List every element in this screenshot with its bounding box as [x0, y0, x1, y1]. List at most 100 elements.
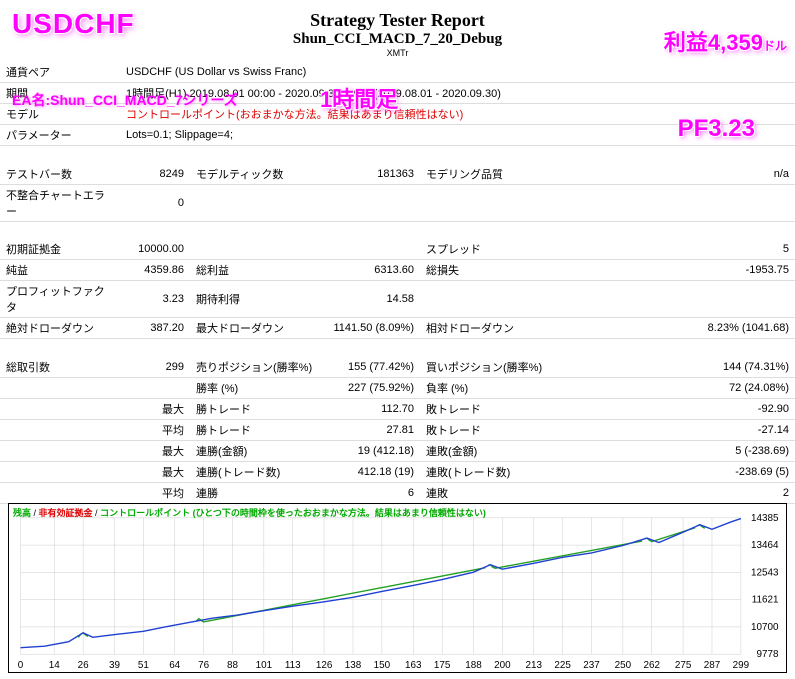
conswintrades: 412.18 (19): [320, 461, 420, 482]
consloss: 5 (-238.69): [560, 440, 795, 461]
svg-text:237: 237: [583, 660, 599, 671]
long: 144 (74.31%): [560, 357, 795, 378]
info-table: 通貨ペアUSDCHF (US Dollar vs Swiss Franc) 期間…: [0, 62, 795, 504]
grossprofit: 6313.60: [320, 260, 420, 281]
param-label: パラメーター: [0, 125, 120, 146]
svg-text:250: 250: [615, 660, 632, 671]
conslosstrades-label: 連敗(トレード数): [420, 461, 560, 482]
svg-text:213: 213: [525, 660, 542, 671]
conslosstrades: -238.69 (5): [560, 461, 795, 482]
modelquality: n/a: [560, 164, 795, 185]
avglosstrade-label: 敗トレード: [420, 419, 560, 440]
pair-value: USDCHF (US Dollar vs Swiss Franc): [120, 62, 795, 83]
avgconsloss: 2: [560, 482, 795, 503]
svg-text:51: 51: [138, 660, 149, 671]
ea-subtitle: Shun_CCI_MACD_7_20_Debug: [0, 31, 795, 48]
max-label-3: 最大: [120, 461, 190, 482]
avgwintrade-label: 勝トレード: [190, 419, 320, 440]
svg-text:275: 275: [675, 660, 692, 671]
chart-legend: 残高 / 非有効証拠金 / コントロールポイント (ひとつ下の時間枠を使ったおお…: [13, 506, 486, 519]
spread-label: スプレッド: [420, 239, 560, 260]
maxdd: 1141.50 (8.09%): [320, 318, 420, 339]
svg-text:14385: 14385: [751, 513, 779, 524]
model-value: コントロールポイント(おおまかな方法。結果はあまり信頼性はない): [120, 104, 795, 125]
grossprofit-label: 総利益: [190, 260, 320, 281]
absdd-label: 絶対ドローダウン: [0, 318, 120, 339]
lossrate: 72 (24.08%): [560, 377, 795, 398]
avgwin: 27.81: [320, 419, 420, 440]
svg-text:88: 88: [227, 660, 238, 671]
winrate: 227 (75.92%): [320, 377, 420, 398]
svg-text:138: 138: [345, 660, 362, 671]
svg-text:200: 200: [494, 660, 511, 671]
svg-text:150: 150: [374, 660, 391, 671]
modelticks-label: モデルティック数: [190, 164, 320, 185]
svg-text:175: 175: [434, 660, 451, 671]
svg-text:13464: 13464: [751, 540, 779, 551]
svg-text:163: 163: [405, 660, 422, 671]
svg-text:287: 287: [704, 660, 720, 671]
chart-svg: 1438513464125431162110700977801426395164…: [9, 504, 786, 672]
svg-text:10700: 10700: [751, 622, 779, 633]
svg-text:64: 64: [169, 660, 180, 671]
svg-text:76: 76: [198, 660, 209, 671]
spread: 5: [560, 239, 795, 260]
absdd: 387.20: [120, 318, 190, 339]
testbars: 8249: [120, 164, 190, 185]
pf-value: 3.23: [120, 281, 190, 318]
consloss-label: 連敗(金額): [420, 440, 560, 461]
svg-text:188: 188: [465, 660, 482, 671]
maxloss: -92.90: [560, 398, 795, 419]
svg-text:262: 262: [644, 660, 660, 671]
winrate-label: 勝率 (%): [190, 377, 320, 398]
avgconswin-label: 連勝: [190, 482, 320, 503]
param-value: Lots=0.1; Slippage=4;: [120, 125, 795, 146]
avg-label-1: 平均: [120, 419, 190, 440]
long-label: 買いポジション(勝率%): [420, 357, 560, 378]
reldd-label: 相対ドローダウン: [420, 318, 560, 339]
netprofit: 4359.86: [120, 260, 190, 281]
modelticks: 181363: [320, 164, 420, 185]
avgloss: -27.14: [560, 419, 795, 440]
deposit-label: 初期証拠金: [0, 239, 120, 260]
maxdd-label: 最大ドローダウン: [190, 318, 320, 339]
svg-text:9778: 9778: [756, 649, 778, 660]
svg-text:11621: 11621: [752, 595, 779, 606]
report-title: Strategy Tester Report: [0, 10, 795, 31]
trades-label: 総取引数: [0, 357, 120, 378]
max-label-1: 最大: [120, 398, 190, 419]
short: 155 (77.42%): [320, 357, 420, 378]
svg-text:26: 26: [78, 660, 89, 671]
model-label: モデル: [0, 104, 120, 125]
expected-label: 期待利得: [190, 281, 320, 318]
grossloss: -1953.75: [560, 260, 795, 281]
svg-text:39: 39: [109, 660, 120, 671]
pair-label: 通貨ペア: [0, 62, 120, 83]
short-label: 売りポジション(勝率%): [190, 357, 320, 378]
conswintrades-label: 連勝(トレード数): [190, 461, 320, 482]
svg-text:14: 14: [49, 660, 60, 671]
trades: 299: [120, 357, 190, 378]
svg-text:299: 299: [733, 660, 750, 671]
avg-label-2: 平均: [120, 482, 190, 503]
expected: 14.58: [320, 281, 420, 318]
max-label-2: 最大: [120, 440, 190, 461]
conswin-label: 連勝(金額): [190, 440, 320, 461]
maxwin: 112.70: [320, 398, 420, 419]
netprofit-label: 純益: [0, 260, 120, 281]
broker: XMTr: [0, 48, 795, 58]
pf-label: プロフィットファクタ: [0, 281, 120, 318]
period-value: 1時間足(H1) 2019.08.01 00:00 - 2020.09.30 0…: [120, 83, 795, 104]
reldd: 8.23% (1041.68): [560, 318, 795, 339]
svg-text:0: 0: [18, 660, 24, 671]
grossloss-label: 総損失: [420, 260, 560, 281]
deposit: 10000.00: [120, 239, 190, 260]
lossrate-label: 負率 (%): [420, 377, 560, 398]
wintrade-label: 勝トレード: [190, 398, 320, 419]
svg-text:225: 225: [554, 660, 571, 671]
svg-text:113: 113: [285, 660, 301, 671]
testbars-label: テストバー数: [0, 164, 120, 185]
cherror-label: 不整合チャートエラー: [0, 184, 120, 221]
svg-text:126: 126: [316, 660, 333, 671]
svg-text:101: 101: [256, 660, 273, 671]
